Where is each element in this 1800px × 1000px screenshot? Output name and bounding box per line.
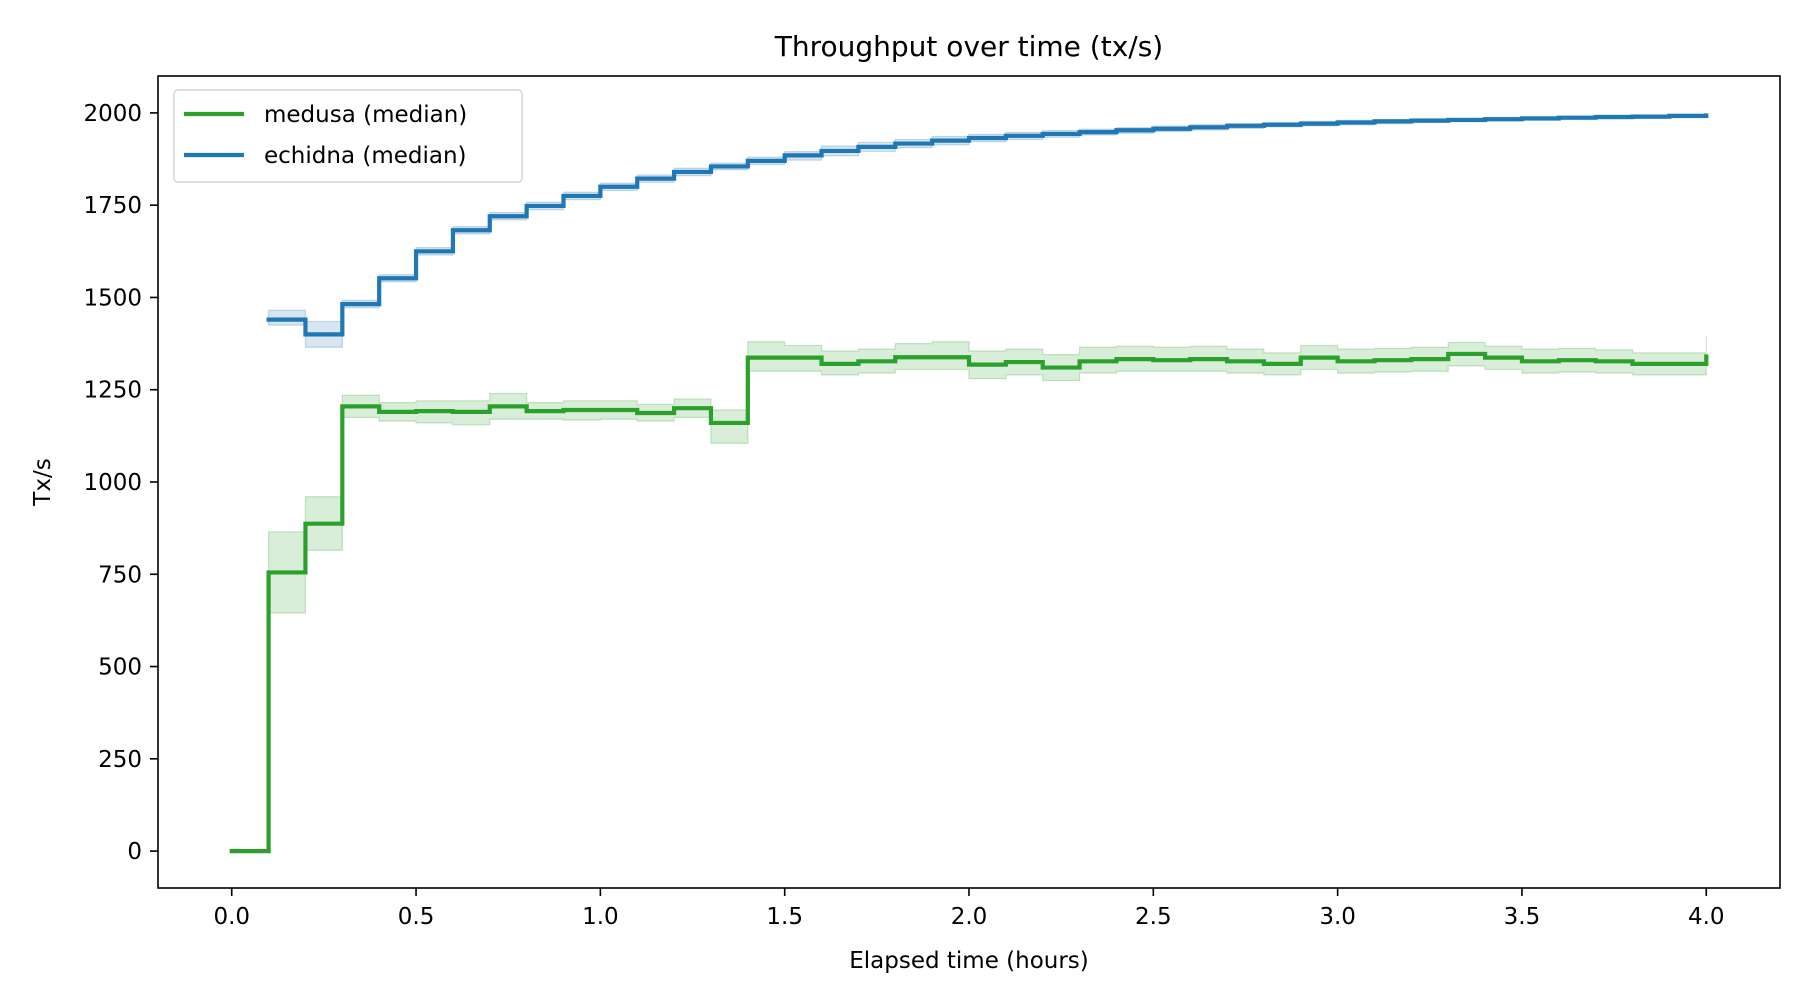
- x-tick-label: 2.0: [951, 904, 988, 930]
- y-tick-label: 750: [98, 562, 142, 588]
- y-tick-label: 500: [98, 655, 142, 681]
- legend: medusa (median) echidna (median): [173, 89, 523, 183]
- y-tick-label: 0: [127, 839, 142, 865]
- y-tick-label: 1500: [83, 285, 142, 311]
- y-tick-label: 1000: [83, 470, 142, 496]
- legend-label-medusa: medusa (median): [264, 102, 467, 128]
- echidna-line: [266, 113, 1709, 337]
- x-tick-label: 2.5: [1135, 904, 1172, 930]
- x-axis-ticks: 0.0 0.5 1.0 1.5 2.0 2.5 3.0 3.5 4.0: [213, 888, 1725, 930]
- x-tick-label: 4.0: [1688, 904, 1725, 930]
- y-tick-label: 1250: [83, 378, 142, 404]
- x-tick-label: 1.0: [582, 904, 619, 930]
- x-axis-title: Elapsed time (hours): [849, 948, 1089, 974]
- y-axis-title: Tx/s: [30, 458, 56, 506]
- legend-box: [173, 89, 523, 183]
- x-tick-label: 0.0: [213, 904, 250, 930]
- y-tick-label: 2000: [83, 101, 142, 127]
- medusa-line: [229, 351, 1709, 854]
- x-tick-label: 3.0: [1319, 904, 1356, 930]
- series-lines: [229, 113, 1709, 854]
- chart-title: Throughput over time (tx/s): [774, 30, 1163, 63]
- x-tick-label: 3.5: [1504, 904, 1541, 930]
- x-tick-label: 1.5: [766, 904, 803, 930]
- x-tick-label: 0.5: [398, 904, 435, 930]
- legend-label-echidna: echidna (median): [264, 143, 467, 169]
- y-tick-label: 250: [98, 747, 142, 773]
- y-tick-label: 1750: [83, 193, 142, 219]
- y-axis-ticks: 0 250 500 750 1000 1250 1500 1750 2000: [83, 101, 158, 865]
